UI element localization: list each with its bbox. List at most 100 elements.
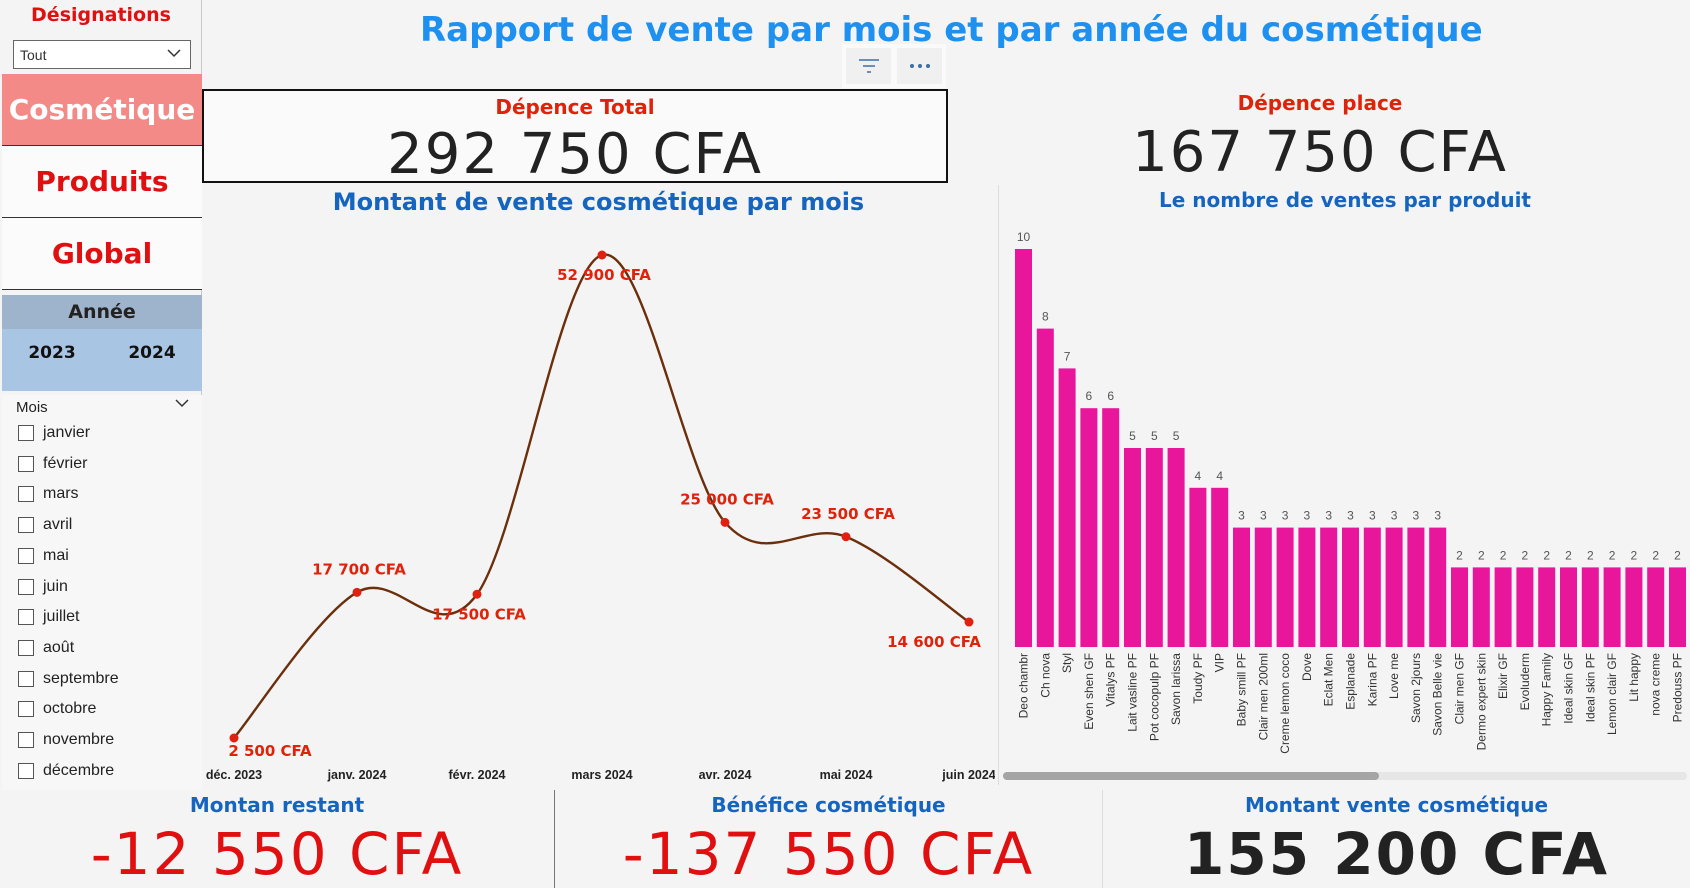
month-option[interactable]: septembre: [18, 670, 119, 688]
x-tick-label: VIP: [1213, 653, 1227, 672]
checkbox[interactable]: [18, 517, 34, 534]
year-option-2024[interactable]: 2024: [128, 343, 176, 363]
checkbox[interactable]: [18, 425, 34, 441]
year-option-2023[interactable]: 2023: [28, 343, 76, 363]
bar[interactable]: [1102, 408, 1120, 647]
bar[interactable]: [1145, 448, 1163, 647]
month-option[interactable]: décembre: [18, 762, 114, 780]
bar[interactable]: [1233, 527, 1250, 647]
bar[interactable]: [1451, 567, 1468, 647]
nav-button-cosmetique[interactable]: Cosmétique: [2, 74, 202, 146]
designations-dropdown[interactable]: Tout: [13, 40, 191, 69]
bar[interactable]: [1581, 567, 1599, 647]
data-point[interactable]: [472, 589, 482, 599]
bar[interactable]: [1124, 448, 1141, 647]
bar[interactable]: [1189, 487, 1207, 647]
bar[interactable]: [1167, 448, 1185, 647]
bar[interactable]: [1320, 527, 1338, 647]
month-option[interactable]: mai: [18, 547, 69, 565]
month-label: novembre: [43, 731, 115, 748]
checkbox[interactable]: [18, 670, 34, 687]
bar[interactable]: [1647, 567, 1665, 647]
x-tick-label: avr. 2024: [699, 768, 752, 782]
x-tick-label: Dove: [1300, 653, 1314, 681]
bar[interactable]: [1472, 567, 1490, 647]
bar[interactable]: [1669, 567, 1686, 647]
month-option[interactable]: novembre: [18, 731, 114, 749]
x-tick-label: Esplanade: [1344, 653, 1358, 710]
bar[interactable]: [1363, 527, 1381, 647]
bar[interactable]: [1560, 567, 1577, 647]
data-point[interactable]: [841, 532, 851, 542]
x-tick-label: Deo chambr: [1017, 653, 1031, 718]
scrollbar-thumb[interactable]: [1003, 772, 1379, 780]
x-tick-label: Eclat Men: [1322, 653, 1336, 706]
month-option[interactable]: juin: [18, 578, 68, 596]
checkbox[interactable]: [18, 578, 34, 595]
bar[interactable]: [1254, 527, 1272, 647]
data-label: 14 600 CFA: [887, 633, 981, 651]
checkbox[interactable]: [18, 486, 34, 503]
bar[interactable]: [1494, 567, 1512, 647]
checkbox[interactable]: [18, 455, 34, 472]
page-title: Rapport de vente par mois et par année d…: [420, 10, 1483, 50]
checkbox[interactable]: [18, 547, 34, 564]
bar[interactable]: [1516, 567, 1534, 647]
bar[interactable]: [1211, 487, 1229, 647]
month-option[interactable]: janvier: [18, 424, 90, 442]
bar-value-label: 8: [1042, 310, 1049, 324]
bar[interactable]: [1015, 249, 1032, 647]
bar-value-label: 2: [1631, 548, 1638, 562]
data-point[interactable]: [964, 617, 974, 627]
month-label: mai: [43, 546, 69, 564]
bar-value-label: 5: [1173, 429, 1180, 443]
bar[interactable]: [1342, 527, 1359, 647]
bar-chart-panel: Le nombre de ventes par produit 10 Deo ch…: [998, 185, 1690, 785]
month-option[interactable]: août: [18, 639, 74, 657]
data-point[interactable]: [720, 517, 730, 527]
kpi-depence-total-label: Dépence Total: [495, 95, 655, 119]
month-slicer: Mois janvier février mars avril mai juin juill…: [2, 395, 202, 790]
line-chart-panel: Montant de vente cosmétique par mois 2 5…: [202, 185, 996, 785]
checkbox[interactable]: [18, 732, 34, 748]
data-point[interactable]: [229, 733, 239, 743]
x-tick-label: déc. 2023: [206, 768, 262, 782]
bar[interactable]: [1058, 368, 1076, 647]
nav-button-produits[interactable]: Produits: [2, 146, 202, 218]
data-point[interactable]: [597, 250, 607, 260]
bar-value-label: 6: [1107, 389, 1114, 403]
bar[interactable]: [1429, 527, 1447, 647]
bar[interactable]: [1036, 328, 1054, 647]
bar-value-label: 2: [1609, 548, 1616, 562]
checkbox[interactable]: [18, 762, 34, 779]
checkbox[interactable]: [18, 609, 34, 626]
month-option[interactable]: octobre: [18, 700, 96, 718]
bar[interactable]: [1407, 527, 1425, 647]
horizontal-scrollbar[interactable]: [1003, 772, 1687, 780]
data-label: 52 900 CFA: [557, 266, 651, 284]
month-option[interactable]: février: [18, 455, 87, 473]
month-option[interactable]: avril: [18, 516, 72, 534]
nav-button-global[interactable]: Global: [2, 218, 202, 290]
chevron-down-icon[interactable]: [174, 395, 190, 415]
checkbox[interactable]: [18, 639, 34, 656]
bar[interactable]: [1603, 567, 1621, 647]
checkbox[interactable]: [18, 701, 34, 718]
bar[interactable]: [1298, 527, 1316, 647]
x-tick-label: mars 2024: [571, 768, 632, 782]
x-tick-label: Elixir GF: [1496, 653, 1510, 699]
bar[interactable]: [1538, 567, 1556, 647]
bar[interactable]: [1385, 527, 1403, 647]
bar[interactable]: [1080, 408, 1098, 647]
kpi-montant-restant-label: Montan restant: [189, 793, 365, 817]
month-option[interactable]: juillet: [18, 608, 79, 626]
filter-icon[interactable]: [846, 48, 891, 84]
bar[interactable]: [1276, 527, 1294, 647]
data-point[interactable]: [352, 587, 362, 597]
designations-title: Désignations: [31, 4, 171, 26]
bar[interactable]: [1625, 567, 1643, 647]
month-option[interactable]: mars: [18, 485, 79, 503]
more-options-icon[interactable]: [897, 48, 942, 84]
x-tick-label: Savon Belle vie: [1431, 653, 1445, 736]
month-label: janvier: [43, 424, 91, 441]
